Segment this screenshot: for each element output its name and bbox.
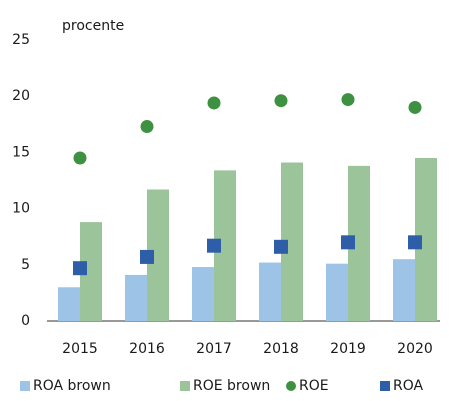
x-tick-label: 2015 [62, 341, 98, 357]
dot [207, 96, 221, 110]
x-tick-label: 2020 [397, 341, 433, 357]
y-tick-label: 20 [12, 88, 30, 104]
dot [274, 94, 288, 108]
legend-label: ROA [393, 378, 424, 394]
bar [80, 222, 102, 321]
bar [281, 162, 303, 321]
square [140, 249, 154, 264]
legend-label: ROA brown [33, 378, 111, 394]
y-axis-label: procente [62, 18, 124, 34]
bar [147, 189, 169, 321]
legend-label: ROE [299, 378, 329, 394]
legend-label: ROE brown [193, 378, 270, 394]
bar [58, 287, 80, 321]
y-tick-label: 0 [21, 313, 30, 329]
x-tick-label: 2017 [196, 341, 232, 357]
x-tick-label: 2018 [263, 341, 299, 357]
square [207, 238, 221, 253]
bar [393, 259, 415, 321]
y-tick-label: 15 [12, 144, 30, 160]
y-tick-label: 10 [12, 201, 30, 217]
bar [125, 274, 147, 321]
x-tick-label: 2019 [330, 341, 366, 357]
bar [415, 158, 437, 321]
dot [140, 120, 154, 134]
bar [214, 170, 236, 321]
legend-marker [180, 381, 190, 391]
legend-marker [20, 381, 30, 391]
dot [408, 100, 422, 114]
legend-marker [286, 381, 296, 391]
dot [341, 93, 355, 107]
square [341, 235, 355, 250]
y-tick-label: 25 [12, 32, 30, 48]
y-tick-label: 5 [21, 257, 30, 273]
dot [73, 151, 87, 165]
bar [348, 165, 370, 321]
square [408, 235, 422, 250]
bar [326, 263, 348, 321]
bar [259, 262, 281, 321]
bar [192, 267, 214, 321]
x-tick-label: 2016 [129, 341, 165, 357]
legend-marker [380, 381, 390, 391]
square [73, 261, 87, 276]
square [274, 239, 288, 254]
